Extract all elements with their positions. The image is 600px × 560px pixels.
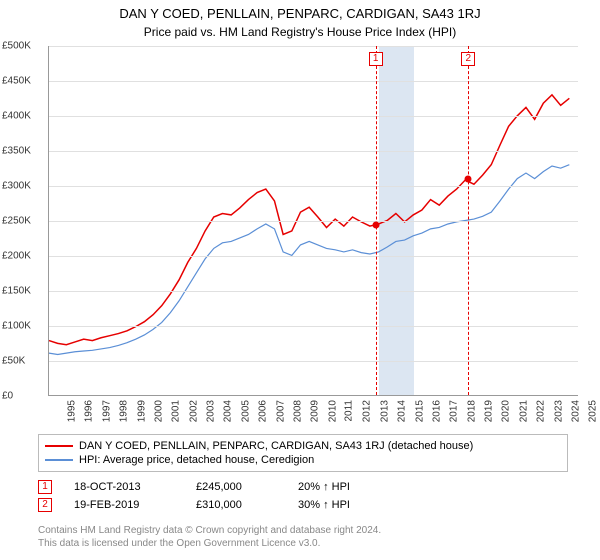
x-tick-label: 2025 — [588, 400, 599, 422]
x-tick-label: 2015 — [414, 400, 425, 422]
x-tick-label: 2017 — [449, 400, 460, 422]
x-tick-label: 2006 — [257, 400, 268, 422]
transaction-point — [372, 221, 379, 228]
marker-box: 2 — [461, 52, 475, 66]
transaction-num: 2 — [38, 498, 52, 512]
x-tick-label: 2003 — [205, 400, 216, 422]
chart-subtitle: Price paid vs. HM Land Registry's House … — [0, 21, 600, 43]
y-tick-label: £250K — [2, 216, 31, 227]
transaction-point — [465, 176, 472, 183]
footer-line2: This data is licensed under the Open Gov… — [38, 537, 381, 550]
x-tick-label: 2010 — [327, 400, 338, 422]
x-tick-label: 1997 — [101, 400, 112, 422]
x-tick-label: 2021 — [518, 400, 529, 422]
y-tick-label: £100K — [2, 321, 31, 332]
footer-line1: Contains HM Land Registry data © Crown c… — [38, 524, 381, 537]
y-tick-label: £300K — [2, 181, 31, 192]
gridline — [49, 291, 578, 292]
x-tick-label: 1995 — [66, 400, 77, 422]
marker-line — [468, 46, 469, 395]
x-tick-label: 2020 — [501, 400, 512, 422]
y-tick-label: £400K — [2, 111, 31, 122]
y-tick-label: £0 — [2, 391, 13, 402]
transactions-table: 1 18-OCT-2013 £245,000 20% ↑ HPI 2 19-FEB-201… — [38, 478, 378, 514]
transaction-pct: 20% ↑ HPI — [298, 481, 378, 493]
x-tick-label: 2008 — [292, 400, 303, 422]
x-tick-label: 2022 — [535, 400, 546, 422]
transaction-row: 2 19-FEB-2019 £310,000 30% ↑ HPI — [38, 496, 378, 514]
x-tick-label: 2007 — [275, 400, 286, 422]
x-tick-label: 2014 — [396, 400, 407, 422]
legend-row: DAN Y COED, PENLLAIN, PENPARC, CARDIGAN,… — [45, 439, 561, 453]
marker-box: 1 — [369, 52, 383, 66]
series-property — [49, 95, 569, 345]
gridline — [49, 46, 578, 47]
legend-label: DAN Y COED, PENLLAIN, PENPARC, CARDIGAN,… — [79, 440, 473, 452]
transaction-date: 18-OCT-2013 — [74, 481, 174, 493]
legend-swatch — [45, 445, 73, 447]
x-tick-label: 2016 — [431, 400, 442, 422]
gridline — [49, 326, 578, 327]
gridline — [49, 116, 578, 117]
x-tick-label: 2012 — [362, 400, 373, 422]
transaction-date: 19-FEB-2019 — [74, 499, 174, 511]
x-tick-label: 2013 — [379, 400, 390, 422]
x-tick-label: 1999 — [136, 400, 147, 422]
y-tick-label: £150K — [2, 286, 31, 297]
x-tick-label: 2024 — [570, 400, 581, 422]
x-tick-label: 1998 — [118, 400, 129, 422]
x-tick-label: 2002 — [188, 400, 199, 422]
y-tick-label: £450K — [2, 76, 31, 87]
gridline — [49, 186, 578, 187]
chart-title: DAN Y COED, PENLLAIN, PENPARC, CARDIGAN,… — [0, 0, 600, 21]
y-tick-label: £50K — [2, 356, 25, 367]
footer-attribution: Contains HM Land Registry data © Crown c… — [38, 524, 381, 550]
gridline — [49, 151, 578, 152]
x-tick-label: 2009 — [310, 400, 321, 422]
gridline — [49, 256, 578, 257]
gridline — [49, 361, 578, 362]
transaction-pct: 30% ↑ HPI — [298, 499, 378, 511]
x-tick-label: 2000 — [153, 400, 164, 422]
x-tick-label: 2004 — [223, 400, 234, 422]
x-tick-label: 2001 — [171, 400, 182, 422]
gridline — [49, 81, 578, 82]
x-tick-label: 2023 — [553, 400, 564, 422]
transaction-num: 1 — [38, 480, 52, 494]
x-tick-label: 2019 — [483, 400, 494, 422]
x-tick-label: 2005 — [240, 400, 251, 422]
transaction-price: £245,000 — [196, 481, 276, 493]
gridline — [49, 221, 578, 222]
x-tick-label: 2018 — [466, 400, 477, 422]
legend-swatch — [45, 459, 73, 461]
y-tick-label: £200K — [2, 251, 31, 262]
legend: DAN Y COED, PENLLAIN, PENPARC, CARDIGAN,… — [38, 434, 568, 472]
y-tick-label: £500K — [2, 41, 31, 52]
x-tick-label: 1996 — [84, 400, 95, 422]
legend-label: HPI: Average price, detached house, Cere… — [79, 454, 314, 466]
transaction-row: 1 18-OCT-2013 £245,000 20% ↑ HPI — [38, 478, 378, 496]
chart-plot-area: 12 — [48, 46, 578, 396]
x-tick-label: 2011 — [344, 400, 355, 422]
legend-row: HPI: Average price, detached house, Cere… — [45, 453, 561, 467]
transaction-price: £310,000 — [196, 499, 276, 511]
y-tick-label: £350K — [2, 146, 31, 157]
